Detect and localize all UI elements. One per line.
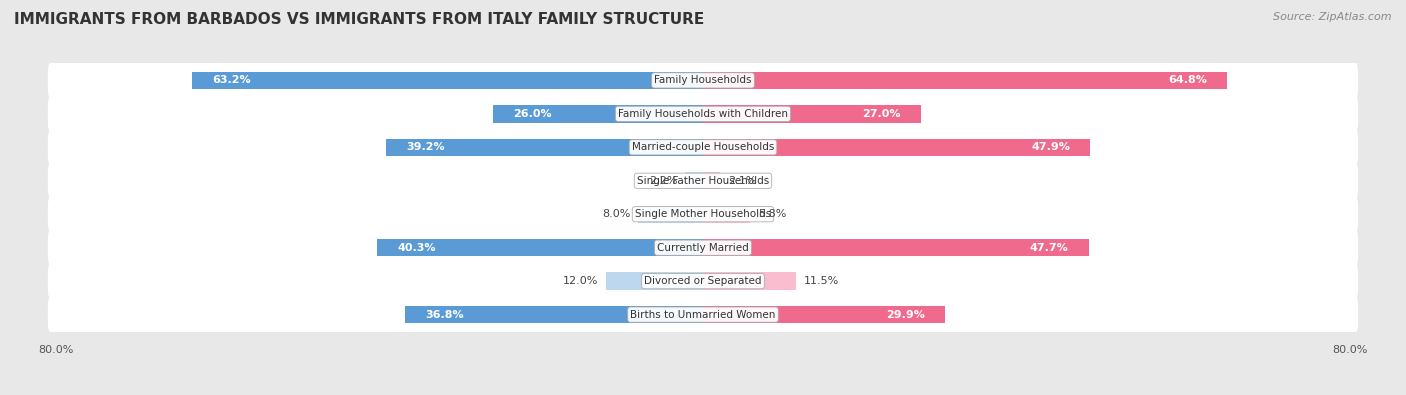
Text: 40.3%: 40.3% bbox=[398, 243, 436, 253]
Bar bbox=[703, 172, 720, 190]
Bar bbox=[638, 205, 703, 223]
Bar bbox=[703, 273, 796, 290]
Bar bbox=[703, 306, 945, 323]
Bar bbox=[703, 139, 1090, 156]
Bar bbox=[387, 139, 703, 156]
FancyBboxPatch shape bbox=[48, 297, 1358, 332]
FancyBboxPatch shape bbox=[48, 96, 1358, 131]
Bar bbox=[193, 72, 703, 89]
Text: 2.1%: 2.1% bbox=[728, 176, 756, 186]
Text: 8.0%: 8.0% bbox=[602, 209, 630, 219]
Bar bbox=[703, 205, 749, 223]
Text: 39.2%: 39.2% bbox=[406, 142, 444, 152]
Text: 2.2%: 2.2% bbox=[648, 176, 678, 186]
FancyBboxPatch shape bbox=[48, 164, 1358, 198]
Text: 64.8%: 64.8% bbox=[1168, 75, 1206, 85]
Bar bbox=[703, 239, 1088, 256]
Bar bbox=[606, 273, 703, 290]
Text: Divorced or Separated: Divorced or Separated bbox=[644, 276, 762, 286]
Text: 36.8%: 36.8% bbox=[426, 310, 464, 320]
Text: 63.2%: 63.2% bbox=[212, 75, 250, 85]
FancyBboxPatch shape bbox=[48, 230, 1358, 265]
Bar bbox=[377, 239, 703, 256]
Text: 12.0%: 12.0% bbox=[562, 276, 598, 286]
FancyBboxPatch shape bbox=[48, 63, 1358, 98]
Bar bbox=[703, 105, 921, 122]
Legend: Immigrants from Barbados, Immigrants from Italy: Immigrants from Barbados, Immigrants fro… bbox=[522, 391, 884, 395]
Text: Births to Unmarried Women: Births to Unmarried Women bbox=[630, 310, 776, 320]
Bar bbox=[494, 105, 703, 122]
Bar bbox=[405, 306, 703, 323]
Text: Single Mother Households: Single Mother Households bbox=[636, 209, 770, 219]
Text: 29.9%: 29.9% bbox=[886, 310, 925, 320]
Text: IMMIGRANTS FROM BARBADOS VS IMMIGRANTS FROM ITALY FAMILY STRUCTURE: IMMIGRANTS FROM BARBADOS VS IMMIGRANTS F… bbox=[14, 12, 704, 27]
Text: Family Households with Children: Family Households with Children bbox=[619, 109, 787, 119]
FancyBboxPatch shape bbox=[48, 130, 1358, 165]
Text: 47.9%: 47.9% bbox=[1031, 142, 1070, 152]
Text: 26.0%: 26.0% bbox=[513, 109, 551, 119]
Text: Source: ZipAtlas.com: Source: ZipAtlas.com bbox=[1274, 12, 1392, 22]
Text: Currently Married: Currently Married bbox=[657, 243, 749, 253]
Text: Married-couple Households: Married-couple Households bbox=[631, 142, 775, 152]
FancyBboxPatch shape bbox=[48, 264, 1358, 299]
FancyBboxPatch shape bbox=[48, 197, 1358, 231]
Text: 47.7%: 47.7% bbox=[1029, 243, 1069, 253]
Bar bbox=[685, 172, 703, 190]
Bar bbox=[703, 72, 1227, 89]
Text: Single Father Households: Single Father Households bbox=[637, 176, 769, 186]
Text: Family Households: Family Households bbox=[654, 75, 752, 85]
Text: 27.0%: 27.0% bbox=[862, 109, 901, 119]
Text: 11.5%: 11.5% bbox=[804, 276, 839, 286]
Text: 5.8%: 5.8% bbox=[758, 209, 786, 219]
